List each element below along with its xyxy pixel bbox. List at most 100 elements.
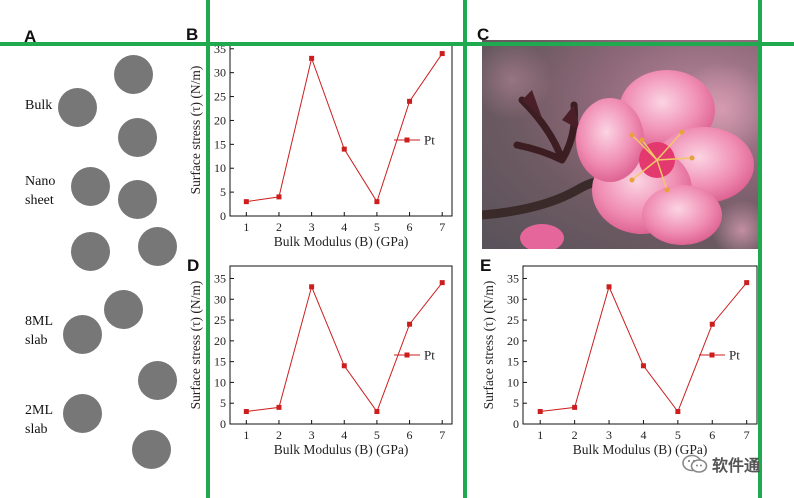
legend-marker	[404, 352, 410, 358]
y-tick-label: 0	[220, 417, 226, 431]
data-point	[276, 194, 282, 200]
y-tick-label: 30	[214, 66, 226, 80]
blossom-illustration	[482, 40, 758, 249]
data-point	[439, 280, 445, 286]
panel-label-c: C	[477, 25, 490, 44]
x-tick-label: 3	[606, 428, 612, 442]
x-tick-label: 1	[243, 428, 249, 442]
legend-label: Pt	[729, 348, 740, 363]
atom-ball	[58, 88, 97, 127]
x-tick-label: 4	[341, 220, 347, 234]
y-tick-label: 5	[220, 185, 226, 199]
panel-label-b: B	[186, 25, 199, 44]
chart-e: 1 2 3 4 5 6 7 0 5 10 15 20 25 30 35 Bulk Modulus (B) (G…	[481, 265, 758, 457]
atom-ball	[138, 227, 177, 266]
atom-ball	[118, 118, 157, 157]
x-tick-label: 7	[439, 428, 445, 442]
label-2ml-slab: 2ML slab	[25, 403, 53, 437]
x-axis-label: Bulk Modulus (B) (GPa)	[573, 442, 708, 457]
y-tick-label: 35	[214, 271, 226, 285]
y-tick-label: 10	[214, 161, 226, 175]
atom-ball	[118, 180, 157, 219]
x-tick-label: 2	[276, 220, 282, 234]
x-tick-label: 2	[572, 428, 578, 442]
atom-ball	[114, 55, 153, 94]
data-point	[439, 51, 445, 57]
data-point	[243, 409, 249, 415]
data-point	[640, 363, 646, 369]
watermark: 软件通	[682, 452, 760, 476]
y-axis-label: Surface stress (τ) (N/m)	[481, 281, 496, 410]
data-point	[537, 409, 543, 415]
chart-d: 1 2 3 4 5 6 7 0 5 10 15 20 25 30 35 Bulk Modulus (B) (G…	[188, 265, 453, 457]
x-tick-label: 7	[439, 220, 445, 234]
x-tick-label: 2	[276, 428, 282, 442]
y-tick-label: 25	[214, 90, 226, 104]
data-point	[374, 199, 380, 205]
y-axis-label: Surface stress (τ) (N/m)	[188, 281, 203, 410]
x-tick-label: 4	[640, 428, 646, 442]
y-tick-label: 30	[214, 292, 226, 306]
divider-vertical-3	[758, 0, 762, 498]
y-tick-label: 5	[220, 396, 226, 410]
y-tick-label: 30	[507, 292, 519, 306]
y-tick-label: 10	[507, 375, 519, 389]
peach-blossom-photo	[482, 40, 758, 249]
data-point	[407, 321, 413, 327]
data-point	[744, 280, 750, 286]
atom-ball	[71, 167, 110, 206]
divider-vertical-2	[463, 0, 467, 498]
x-tick-label: 6	[407, 220, 413, 234]
x-tick-label: 1	[537, 428, 543, 442]
y-tick-label: 20	[507, 334, 519, 348]
divider-horizontal	[0, 42, 794, 46]
data-point	[675, 409, 681, 415]
y-axis-label: Surface stress (τ) (N/m)	[188, 66, 203, 195]
y-tick-label: 15	[507, 355, 519, 369]
wechat-icon	[682, 454, 708, 473]
label-bulk: Bulk	[25, 98, 53, 113]
label-nanosheet: Nano sheet	[25, 174, 56, 208]
y-tick-label: 25	[214, 313, 226, 327]
atom-ball	[63, 394, 102, 433]
y-tick-label: 10	[214, 375, 226, 389]
label-8ml-slab: 8ML slab	[25, 314, 53, 348]
data-point	[572, 404, 578, 410]
y-tick-label: 15	[214, 137, 226, 151]
data-point	[606, 284, 612, 290]
y-tick-label: 25	[507, 313, 519, 327]
atom-ball	[71, 232, 110, 271]
data-point	[243, 199, 249, 205]
x-tick-label: 5	[374, 428, 380, 442]
data-point	[341, 363, 347, 369]
y-tick-label: 35	[507, 271, 519, 285]
plot-frame	[229, 43, 453, 217]
plot-frame	[229, 265, 453, 425]
panel-label-d: D	[187, 256, 200, 275]
x-tick-label: 3	[309, 220, 315, 234]
data-point	[341, 146, 347, 152]
data-point	[309, 284, 315, 290]
legend-marker	[404, 137, 410, 143]
data-point	[374, 409, 380, 415]
x-tick-label: 3	[309, 428, 315, 442]
atom-ball	[104, 290, 143, 329]
series-line	[246, 282, 443, 413]
x-axis-label: Bulk Modulus (B) (GPa)	[274, 234, 409, 249]
atom-ball	[138, 361, 177, 400]
x-tick-label: 5	[374, 220, 380, 234]
x-axis-label: Bulk Modulus (B) (GPa)	[274, 442, 409, 457]
series-line	[540, 282, 748, 413]
legend-marker	[709, 352, 715, 358]
data-point	[407, 98, 413, 104]
series-line	[246, 53, 443, 203]
divider-vertical-1	[206, 0, 210, 498]
data-point	[276, 404, 282, 410]
panel-label-e: E	[480, 256, 492, 275]
atom-ball	[132, 430, 171, 469]
y-tick-label: 20	[214, 113, 226, 127]
data-point	[309, 55, 315, 61]
x-tick-label: 5	[675, 428, 681, 442]
y-tick-label: 0	[513, 417, 519, 431]
